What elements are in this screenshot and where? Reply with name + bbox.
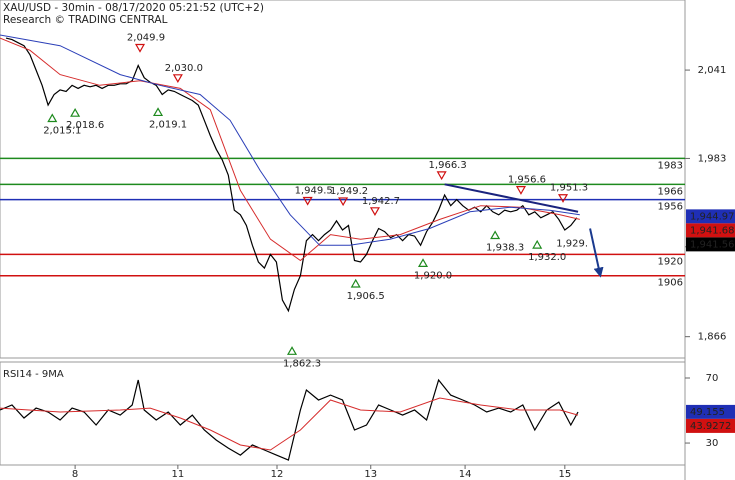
header-title: XAU/USD - 30min - 08/17/2020 05:21:52 (U… xyxy=(3,2,264,14)
level-label: 1966 xyxy=(658,186,683,197)
y-tick-label: 1,983 xyxy=(698,153,727,164)
low-label: 2,018.6 xyxy=(66,120,104,131)
low-marker xyxy=(490,230,501,240)
low-label: 2,019.1 xyxy=(149,119,187,130)
price-box-label: 49.155 xyxy=(690,407,725,418)
price-box xyxy=(686,418,735,433)
high-marker xyxy=(515,186,526,195)
low-label: 1,938.3 xyxy=(486,243,524,254)
high-label: 1,942.7 xyxy=(362,196,400,207)
high-label: 1,949.5 xyxy=(295,185,333,196)
high-marker xyxy=(302,196,313,206)
series-line xyxy=(0,378,579,461)
x-tick-label: 14 xyxy=(459,469,472,480)
high-label: 1,966.3 xyxy=(429,160,467,171)
price-box-label: 43.9272 xyxy=(690,421,731,432)
high-marker xyxy=(557,194,569,203)
price-box xyxy=(686,209,735,224)
low-label: 1,920.0 xyxy=(414,270,452,281)
x-tick-label: 13 xyxy=(364,469,377,480)
y-tick-label: 1,866 xyxy=(698,332,727,343)
high-marker xyxy=(436,171,447,181)
low-marker xyxy=(152,107,164,117)
low-marker xyxy=(417,258,429,268)
header-source: Research © TRADING CENTRAL xyxy=(3,14,168,26)
price-box-label: 1,941.56 xyxy=(690,239,735,250)
low-marker xyxy=(70,107,81,117)
y-tick-label: 30 xyxy=(706,438,719,449)
trendline xyxy=(444,183,579,213)
level-label: 1956 xyxy=(658,202,683,213)
rsi-title: RSI14 - 9MA xyxy=(3,369,64,380)
level-label-bg xyxy=(656,159,684,171)
series-line xyxy=(0,397,579,451)
low-label: 1,932.0 xyxy=(528,252,566,263)
rsi-panel xyxy=(0,361,686,466)
price-box-label: 1,944.97 xyxy=(690,211,735,222)
y-tick-label: 2,041 xyxy=(698,65,727,76)
forecast-arrow xyxy=(589,228,604,278)
x-tick-label: 8 xyxy=(72,469,78,480)
low-marker xyxy=(350,278,361,288)
high-label: 1,949.2 xyxy=(330,186,368,197)
level-label: 1920 xyxy=(658,256,683,267)
price-box xyxy=(686,404,735,419)
x-tick-label: 11 xyxy=(171,469,184,480)
price-panel xyxy=(0,0,686,359)
level-label-bg xyxy=(656,185,684,197)
series-line xyxy=(0,34,580,246)
price-box xyxy=(686,237,735,252)
high-label: 2,030.0 xyxy=(165,63,203,74)
level-label-bg xyxy=(656,276,684,288)
high-label: 2,049.9 xyxy=(127,33,165,44)
high-marker xyxy=(338,197,349,207)
series-line xyxy=(0,37,580,262)
high-marker xyxy=(369,207,380,217)
high-label: 1,951.3 xyxy=(550,183,588,194)
x-tick-label: 15 xyxy=(558,469,571,480)
level-label: 1906 xyxy=(658,278,683,289)
low-label: 1,862.3 xyxy=(283,358,321,369)
high-marker xyxy=(134,43,146,53)
low-marker xyxy=(47,113,58,123)
low-marker xyxy=(286,346,298,355)
level-label-bg xyxy=(656,255,684,267)
x-tick-label: 12 xyxy=(271,469,284,480)
price-annotation: 1,929. xyxy=(556,239,588,250)
level-label-bg xyxy=(656,200,684,212)
price-box-label: 1,941.68 xyxy=(690,225,735,236)
price-box xyxy=(686,223,735,238)
low-label: 1,906.5 xyxy=(347,291,385,302)
high-label: 1,956.6 xyxy=(508,175,546,186)
low-label: 2,015.1 xyxy=(43,126,81,137)
level-label: 1983 xyxy=(658,160,683,171)
high-marker xyxy=(172,74,183,84)
y-tick-label: 70 xyxy=(706,373,719,384)
low-marker xyxy=(532,239,543,249)
